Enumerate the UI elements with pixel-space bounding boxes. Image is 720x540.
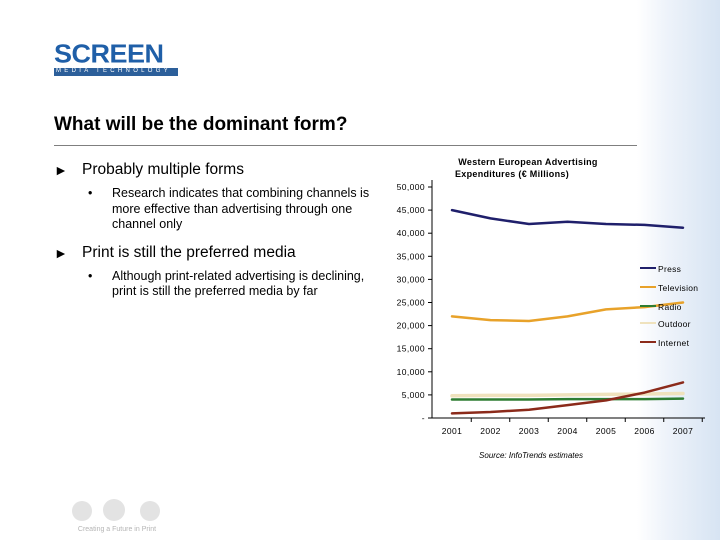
x-tick-label: 2001 [442,426,463,436]
series-line-press [450,208,685,229]
series-line-outdoor [450,391,685,398]
chart-title: Expenditures (€ Millions) [455,169,569,179]
y-tick-label: 5,000 [402,390,425,400]
y-tick-label: 10,000 [397,367,425,377]
logo-tagline: MEDIA TECHNOLOGY [56,68,172,74]
logo-tagline-bar [54,68,178,76]
sub-bullet-item: • Research indicates that combining chan… [54,186,384,233]
globe-icon [140,501,160,521]
legend-label: Radio [658,302,682,312]
y-tick-label: 20,000 [397,321,425,331]
globe-icon [72,501,92,521]
x-tick-label: 2007 [673,426,694,436]
screen-logo: SCREEN MEDIA TECHNOLOGY [54,39,178,76]
legend-label: Press [658,264,681,274]
slide-title: What will be the dominant form? [54,114,348,135]
y-tick-label: 25,000 [397,298,425,308]
legend-label: Outdoor [658,319,691,329]
y-tick-label: 30,000 [397,274,425,284]
footer-tagline: Creating a Future in Print [78,526,156,533]
dot-bullet-icon: • [88,186,93,200]
x-tick-label: 2004 [557,426,578,436]
triangle-bullet-icon: ► [54,162,68,178]
x-tick-label: 2003 [519,426,540,436]
globe-icon [103,499,125,521]
y-tick-label: 40,000 [397,228,425,238]
x-tick-label: 2002 [480,426,501,436]
y-tick-label: - [422,413,425,423]
y-tick-label: 45,000 [397,205,425,215]
x-tick-label: 2006 [634,426,655,436]
logo-wordmark: SCREEN [54,39,164,69]
series-line-internet [450,381,685,415]
bullet-text: Print is still the preferred media [82,243,296,261]
sub-bullet-text: Although print-related advertising is de… [112,268,365,299]
footer-globes-logo: Creating a Future in Print [72,499,160,533]
bullet-item: ► Probably multiple forms [54,160,384,180]
chart-source: Source: InfoTrends estimates [479,451,583,460]
triangle-bullet-icon: ► [54,244,68,261]
legend-label: Television [658,283,698,293]
dot-bullet-icon: • [88,268,93,283]
bullet-item: ► Print is still the preferred media [54,243,384,263]
sub-bullet-item: • Although print-related advertising is … [54,269,384,300]
decorative-side-strip [637,0,720,540]
sub-bullet-text: Research indicates that combining channe… [112,186,370,231]
series-line-radio [450,397,685,401]
y-tick-label: 15,000 [397,344,425,354]
legend-label: Internet [658,338,690,348]
x-tick-label: 2005 [596,426,617,436]
chart-title: Western European Advertising [458,157,597,167]
y-tick-label: 50,000 [397,182,425,192]
bullet-list: ► Probably multiple forms • Research ind… [54,160,384,310]
title-divider [54,145,637,146]
bullet-text: Probably multiple forms [82,161,244,178]
y-tick-label: 35,000 [397,251,425,261]
series-line-television [450,301,685,323]
